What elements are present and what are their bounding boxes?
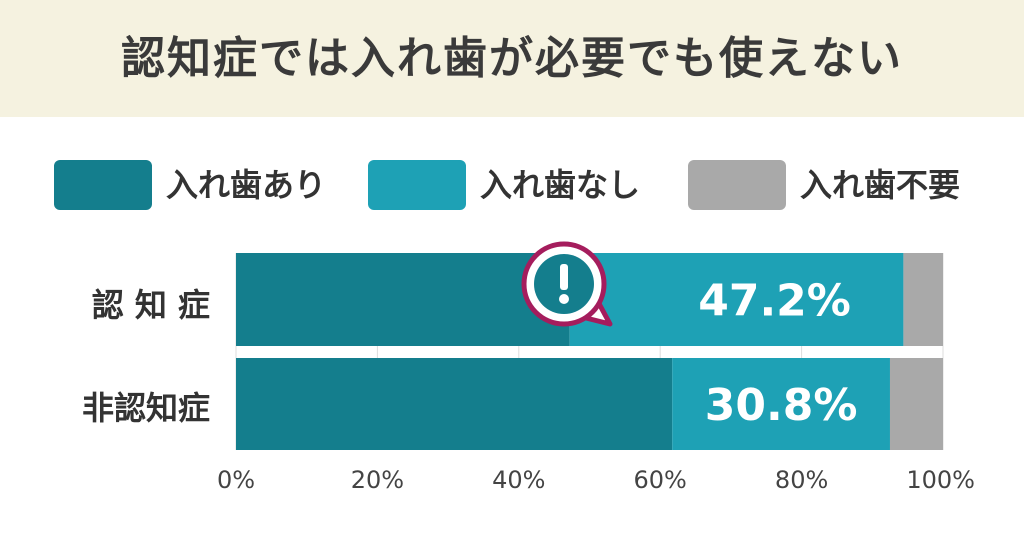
- title-banner: [0, 0, 1024, 117]
- bar-dementia-without-dentures: [569, 253, 904, 346]
- data-label-non-dementia: 30.8%: [705, 380, 858, 431]
- x-tick-label: 80%: [775, 466, 828, 494]
- data-label-dementia: 47.2%: [698, 276, 851, 327]
- x-tick-label: 60%: [634, 466, 687, 494]
- bar-non-dementia-without-dentures: [672, 358, 890, 450]
- bar-dementia-not-needed: [903, 253, 943, 346]
- legend-label-with-dentures: 入れ歯あり: [166, 166, 327, 204]
- legend-label-not-needed: 入れ歯不要: [800, 166, 961, 204]
- x-tick-label: 0%: [217, 466, 255, 494]
- bar-non-dementia-with-dentures: [236, 358, 673, 450]
- category-label-dementia: 認 知 症: [91, 286, 210, 324]
- legend-label-without-dentures: 入れ歯なし: [480, 166, 641, 204]
- alert-speech-bubble-icon: [521, 241, 613, 327]
- x-tick-label: 40%: [492, 466, 545, 494]
- x-tick-label: 100%: [906, 466, 975, 494]
- x-tick-label: 20%: [351, 466, 404, 494]
- legend-swatch-without-dentures: [368, 160, 466, 210]
- chart-title: 認知症では入れ歯が必要でも使えない: [121, 33, 903, 84]
- legend-swatch-not-needed: [688, 160, 786, 210]
- bar-non-dementia-not-needed: [889, 358, 943, 450]
- bar-dementia-with-dentures: [236, 253, 570, 346]
- category-label-non-dementia: 非認知症: [81, 389, 210, 427]
- legend-swatch-with-dentures: [54, 160, 152, 210]
